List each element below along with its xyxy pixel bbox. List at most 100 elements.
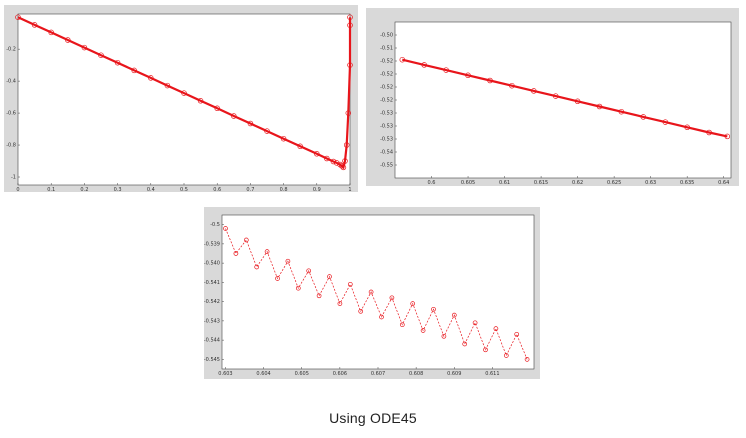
data-point <box>197 98 204 104</box>
y-tick-label: -0.52 <box>380 72 393 78</box>
x-tick-label: 0.609 <box>447 371 461 377</box>
data-point <box>306 268 312 274</box>
data-point <box>706 129 712 136</box>
data-point <box>465 72 471 79</box>
data-point <box>316 293 322 299</box>
x-tick-label: 0.607 <box>371 371 385 377</box>
data-point <box>531 88 537 94</box>
y-tick-label: -0.541 <box>204 280 220 286</box>
data-point <box>31 22 38 28</box>
data-point <box>347 14 353 20</box>
data-point <box>524 357 530 362</box>
y-tick-label: -0.8 <box>6 143 16 149</box>
y-tick-label: -0.542 <box>204 299 220 305</box>
data-point <box>247 120 254 127</box>
x-tick-label: 0.625 <box>607 180 621 186</box>
data-point <box>264 128 270 134</box>
x-tick-label: 0.2 <box>80 187 88 192</box>
data-point <box>640 114 647 120</box>
data-point <box>327 274 332 279</box>
data-point <box>514 331 520 337</box>
x-tick-label: 0.1 <box>47 187 55 192</box>
data-point <box>574 98 581 105</box>
plot-area <box>394 21 732 179</box>
y-tick-label: -0.52 <box>380 85 393 91</box>
chart-2: 0.6 0.605 0.61 0.615 0.62 0.625 0.63 0.635 0.64 -… <box>380 21 732 186</box>
data-point <box>343 142 350 148</box>
plot-area <box>221 214 535 370</box>
chart-panel-3: 0.603 0.604 0.605 0.606 0.607 0.608 0.609 0.611… <box>204 207 540 379</box>
data-point <box>509 82 515 89</box>
y-tick-label: -1 <box>11 175 16 181</box>
y-tick-label: -0.544 <box>204 338 220 344</box>
y-tick-label: -0.543 <box>204 318 220 324</box>
data-point <box>314 151 320 157</box>
x-tick-label: 0.64 <box>718 180 729 186</box>
data-point <box>342 158 348 164</box>
x-tick-label: 0.61 <box>499 180 510 186</box>
data-point <box>347 22 353 28</box>
data-point <box>462 341 468 347</box>
x-tick-label: 0.611 <box>485 371 499 377</box>
data-point <box>131 67 137 74</box>
caption: Using ODE45 <box>329 410 417 426</box>
y-tick-label: -0.2 <box>6 47 16 53</box>
y-tick-label: -0.52 <box>380 98 393 104</box>
series-1 <box>15 14 353 171</box>
y-tick-label: -0.6 <box>6 111 16 117</box>
data-point <box>596 103 603 110</box>
x-tick-label: 0.9 <box>313 187 321 192</box>
data-point <box>662 119 669 125</box>
data-point <box>148 75 154 81</box>
x-tick-label: 0.3 <box>114 187 122 192</box>
data-point <box>337 301 343 306</box>
y-tick-label: -0.52 <box>380 59 393 65</box>
data-point <box>114 59 121 66</box>
data-point <box>297 143 303 150</box>
x-tick-label: 0.635 <box>680 180 694 186</box>
x-tick-label: 0.605 <box>295 371 309 377</box>
x-tick-label: 0.8 <box>280 187 288 192</box>
chart-panel-2: 0.6 0.605 0.61 0.615 0.62 0.625 0.63 0.635 0.64 -… <box>366 8 739 186</box>
data-point <box>280 135 287 142</box>
y-tick-label: -0.545 <box>204 357 220 363</box>
data-point <box>214 105 220 112</box>
data-point <box>552 93 559 99</box>
y-tick-label: -0.50 <box>380 33 393 39</box>
data-point <box>379 314 384 320</box>
data-point <box>338 163 345 169</box>
data-point <box>65 37 71 43</box>
data-point <box>483 347 488 353</box>
data-point <box>223 226 228 231</box>
data-point <box>389 295 395 301</box>
data-point <box>451 312 457 318</box>
data-point <box>368 289 374 295</box>
data-point <box>254 264 260 270</box>
x-tick-label: 0.4 <box>147 187 155 192</box>
x-tick-label: 0.605 <box>461 180 475 186</box>
data-point <box>347 62 353 68</box>
series-1 <box>223 226 530 362</box>
data-point <box>275 276 280 281</box>
series-line <box>402 58 728 138</box>
x-tick-label: 0.63 <box>645 180 656 186</box>
data-point <box>243 237 249 243</box>
data-point <box>399 56 406 63</box>
data-point <box>337 161 343 168</box>
data-point <box>347 281 353 287</box>
data-point <box>15 14 21 20</box>
data-point <box>443 67 449 73</box>
chart-1: 0 0.1 0.2 0.3 0.4 0.5 0.6 0.7 0.8 0.9 1 -0.2 -0.4 -0.… <box>6 13 353 192</box>
chart-3: 0.603 0.604 0.605 0.606 0.607 0.608 0.609 0.611… <box>204 214 535 377</box>
data-point <box>684 124 690 131</box>
x-tick-label: 0.6 <box>428 180 436 186</box>
data-point <box>264 249 270 254</box>
data-point <box>493 326 499 331</box>
data-point <box>358 308 364 314</box>
data-point <box>333 160 340 166</box>
data-point <box>431 306 436 312</box>
y-tick-label: -0.55 <box>380 163 393 169</box>
data-point <box>340 164 347 171</box>
y-tick-label: -0.4 <box>6 79 16 85</box>
data-point <box>164 82 171 89</box>
